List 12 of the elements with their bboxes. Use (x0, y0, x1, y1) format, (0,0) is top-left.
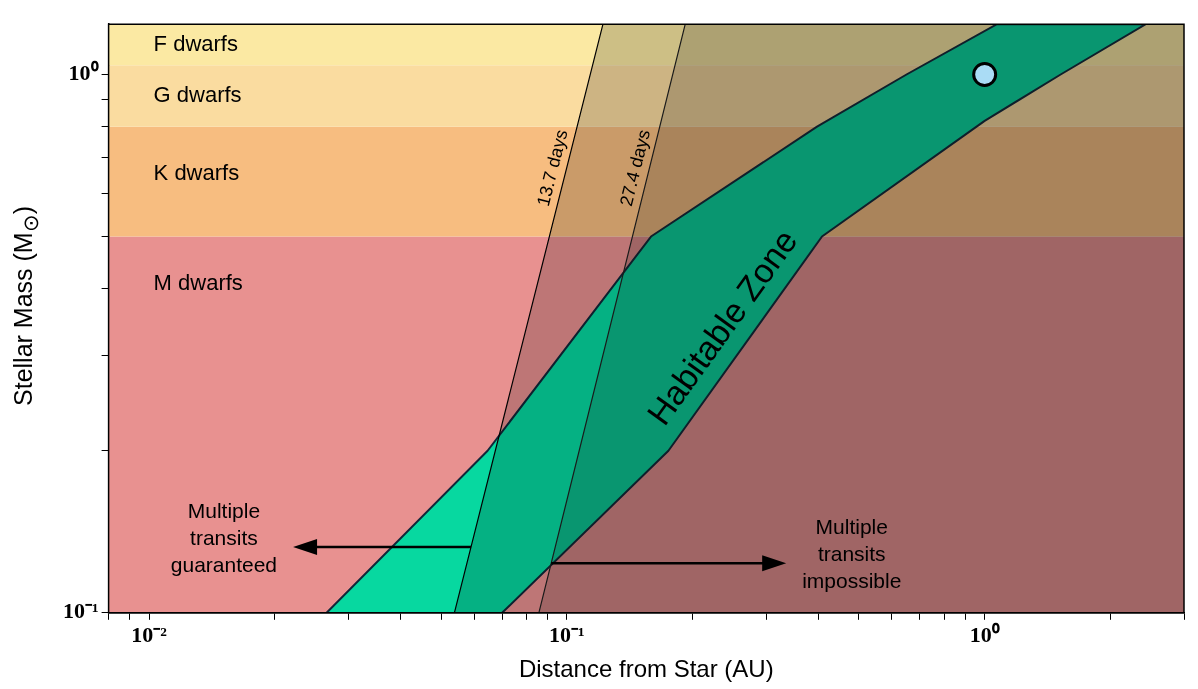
band-label: F dwarfs (153, 30, 238, 56)
annotation: Multiple transits guaranteed (170, 498, 278, 576)
x-tick-label: 10⁻² (131, 621, 168, 647)
series-label: 27.4 days (615, 127, 655, 209)
x-tick-label: 10⁰ (969, 621, 1000, 647)
x-axis-title: Distance from Star (AU) (518, 655, 774, 683)
band-label: K dwarfs (153, 159, 240, 185)
band-label: G dwarfs (153, 82, 242, 108)
annotation: Multiple transits impossible (802, 515, 902, 593)
series-label: 13.7 days (532, 127, 572, 209)
band-label: M dwarfs (153, 269, 243, 295)
x-tick-label: 10⁻¹ (549, 621, 585, 647)
